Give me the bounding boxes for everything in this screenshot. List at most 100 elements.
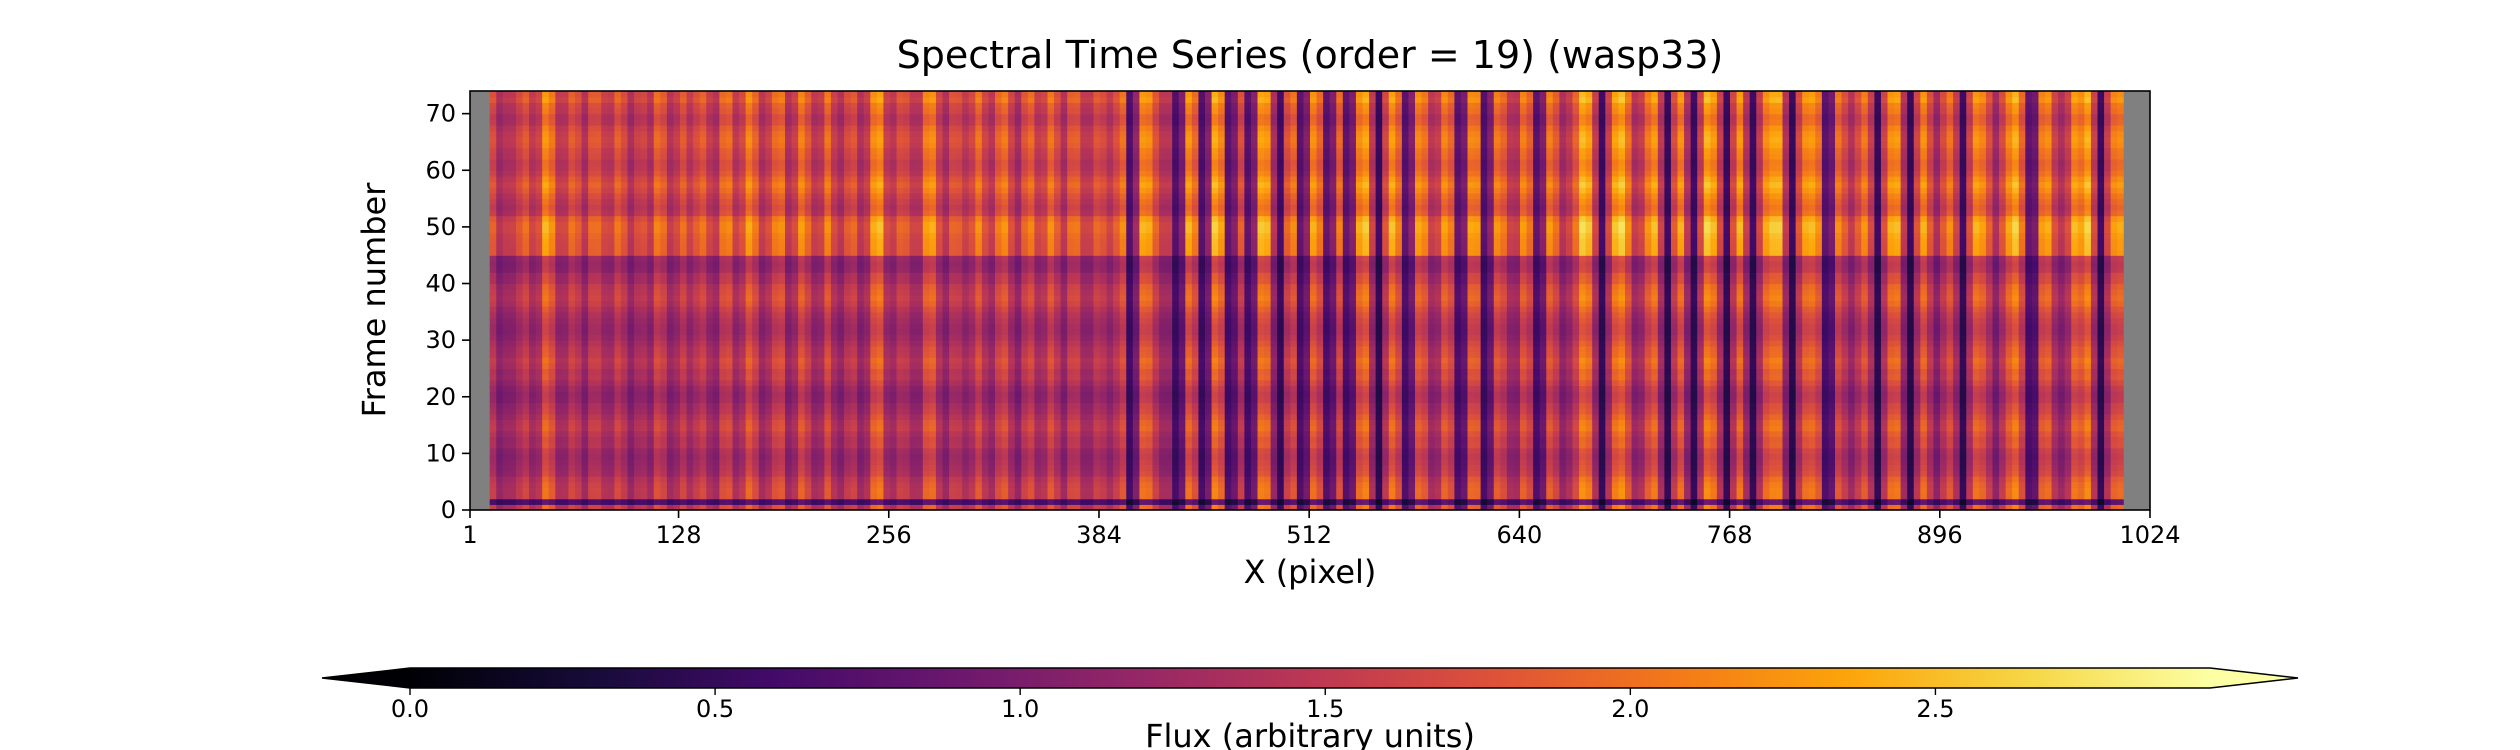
heatmap-cell bbox=[693, 425, 701, 432]
heatmap-cell bbox=[1808, 487, 1816, 494]
heatmap-cell bbox=[535, 425, 543, 432]
heatmap-cell bbox=[673, 425, 681, 432]
heatmap-cell bbox=[1388, 436, 1396, 443]
heatmap-cell bbox=[1244, 447, 1252, 454]
heatmap-cell bbox=[699, 408, 707, 415]
heatmap-cell bbox=[1894, 453, 1902, 460]
heatmap-cell bbox=[988, 498, 996, 505]
heatmap-cell bbox=[1775, 476, 1784, 483]
heatmap-cell bbox=[1034, 459, 1042, 466]
heatmap-cell bbox=[1441, 476, 1449, 483]
heatmap-cell bbox=[1329, 498, 1337, 505]
heatmap-cell bbox=[1040, 425, 1049, 432]
heatmap-cell bbox=[1231, 413, 1239, 420]
heatmap-cell bbox=[863, 459, 871, 466]
heatmap-cell bbox=[1047, 442, 1055, 449]
heatmap-cell bbox=[686, 470, 694, 477]
heatmap-cell bbox=[1152, 498, 1160, 505]
heatmap-cell bbox=[1880, 487, 1889, 494]
heatmap-cell bbox=[962, 476, 970, 483]
heatmap-cell bbox=[1349, 447, 1357, 454]
heatmap-cell bbox=[575, 453, 583, 460]
heatmap-cell bbox=[1703, 436, 1711, 443]
heatmap-cell bbox=[1454, 464, 1462, 471]
heatmap-cell bbox=[745, 459, 753, 466]
heatmap-cell bbox=[739, 425, 747, 432]
heatmap-cell bbox=[1060, 493, 1068, 500]
heatmap-cell bbox=[686, 498, 694, 505]
heatmap-cell bbox=[1401, 442, 1410, 449]
heatmap-cell bbox=[1841, 493, 1849, 500]
heatmap-cell bbox=[1552, 504, 1560, 510]
heatmap-cell bbox=[568, 430, 576, 437]
heatmap-cell bbox=[1546, 419, 1554, 426]
heatmap-cell bbox=[922, 436, 930, 443]
heatmap-cell bbox=[1828, 487, 1836, 494]
heatmap-cell bbox=[653, 493, 661, 500]
heatmap-cell bbox=[1723, 419, 1731, 426]
heatmap-cell bbox=[942, 493, 950, 500]
heatmap-cell bbox=[1716, 464, 1725, 471]
heatmap-cell bbox=[929, 498, 937, 505]
heatmap-cell bbox=[778, 430, 786, 437]
heatmap-cell bbox=[890, 408, 898, 415]
heatmap-cell bbox=[2136, 470, 2145, 477]
heatmap-cell bbox=[640, 464, 648, 471]
heatmap-cell bbox=[1021, 430, 1029, 437]
heatmap-cell bbox=[1789, 442, 1797, 449]
heatmap-cell bbox=[1526, 493, 1534, 500]
heatmap-cell bbox=[1027, 487, 1035, 494]
heatmap-cell bbox=[1205, 487, 1213, 494]
heatmap-cell bbox=[1730, 464, 1738, 471]
heatmap-cell bbox=[1716, 498, 1725, 505]
heatmap-cell bbox=[1375, 408, 1383, 415]
heatmap-cell bbox=[968, 476, 976, 483]
heatmap-cell bbox=[1191, 425, 1200, 432]
heatmap-cell bbox=[1972, 487, 1980, 494]
heatmap-cell bbox=[1113, 453, 1121, 460]
heatmap-cell bbox=[1533, 493, 1541, 500]
heatmap-cell bbox=[2012, 498, 2020, 505]
heatmap-cell bbox=[1067, 481, 1075, 488]
heatmap-cell bbox=[1697, 498, 1705, 505]
heatmap-cell bbox=[955, 408, 963, 415]
heatmap-cell bbox=[1979, 447, 1987, 454]
heatmap-cell bbox=[942, 396, 950, 404]
heatmap-cell bbox=[1369, 447, 1377, 454]
heatmap-cell bbox=[1191, 498, 1200, 505]
heatmap-cell bbox=[1946, 413, 1954, 420]
heatmap-cell bbox=[785, 413, 793, 420]
heatmap-cell bbox=[1533, 436, 1541, 443]
heatmap-cell bbox=[515, 419, 524, 426]
heatmap-cell bbox=[1920, 419, 1928, 426]
heatmap-cell bbox=[594, 464, 602, 471]
heatmap-cell bbox=[1283, 504, 1291, 510]
heatmap-cell bbox=[1861, 419, 1869, 426]
heatmap-cell bbox=[2031, 476, 2040, 483]
heatmap-cell bbox=[548, 504, 556, 510]
heatmap-cell bbox=[1710, 430, 1718, 437]
heatmap-cell bbox=[1145, 408, 1154, 415]
heatmap-cell bbox=[568, 470, 576, 477]
heatmap-cell bbox=[1001, 419, 1009, 426]
heatmap-cell bbox=[2117, 481, 2125, 488]
heatmap-cell bbox=[2117, 476, 2125, 483]
heatmap-cell bbox=[1703, 498, 1711, 505]
heatmap-cell bbox=[1008, 425, 1016, 432]
heatmap-cell bbox=[1250, 493, 1259, 500]
heatmap-cell bbox=[1434, 453, 1442, 460]
heatmap-cell bbox=[732, 504, 740, 510]
heatmap-cell bbox=[1808, 464, 1816, 471]
heatmap-cell bbox=[620, 498, 629, 505]
heatmap-cell bbox=[496, 459, 504, 466]
heatmap-cell bbox=[1821, 470, 1830, 477]
heatmap-cell bbox=[739, 419, 747, 426]
heatmap-cell bbox=[1638, 459, 1646, 466]
heatmap-cell bbox=[1310, 498, 1318, 505]
heatmap-cell bbox=[620, 442, 629, 449]
heatmap-cell bbox=[1375, 436, 1383, 443]
heatmap-cell bbox=[581, 464, 589, 471]
heatmap-cell bbox=[1644, 498, 1652, 505]
heatmap-cell bbox=[1880, 470, 1889, 477]
heatmap-cell bbox=[2064, 470, 2072, 477]
